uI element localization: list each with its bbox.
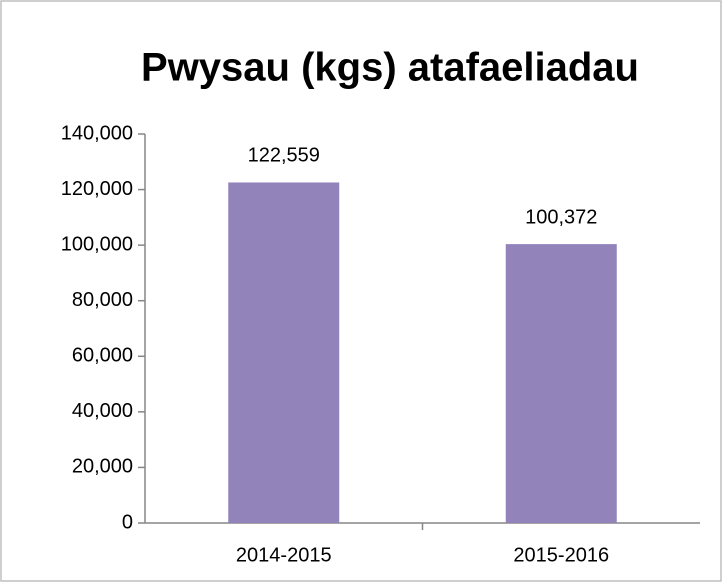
y-tick-label: 20,000 [72,456,133,478]
value-label: 122,559 [248,145,320,167]
x-tick-label: 2014-2015 [236,544,332,566]
y-tick-label: 140,000 [61,122,133,144]
y-tick-label: 40,000 [72,400,133,422]
chart-title: Pwysau (kgs) atafaeliadau [141,46,639,90]
y-tick-label: 80,000 [72,289,133,311]
y-tick-label: 120,000 [61,178,133,200]
bar [228,182,340,523]
y-tick-label: 0 [122,511,133,533]
bar [505,244,617,523]
y-tick-label: 60,000 [72,345,133,367]
value-label: 100,372 [525,206,597,228]
x-tick-label: 2015-2016 [513,544,609,566]
y-tick-label: 100,000 [61,233,133,255]
